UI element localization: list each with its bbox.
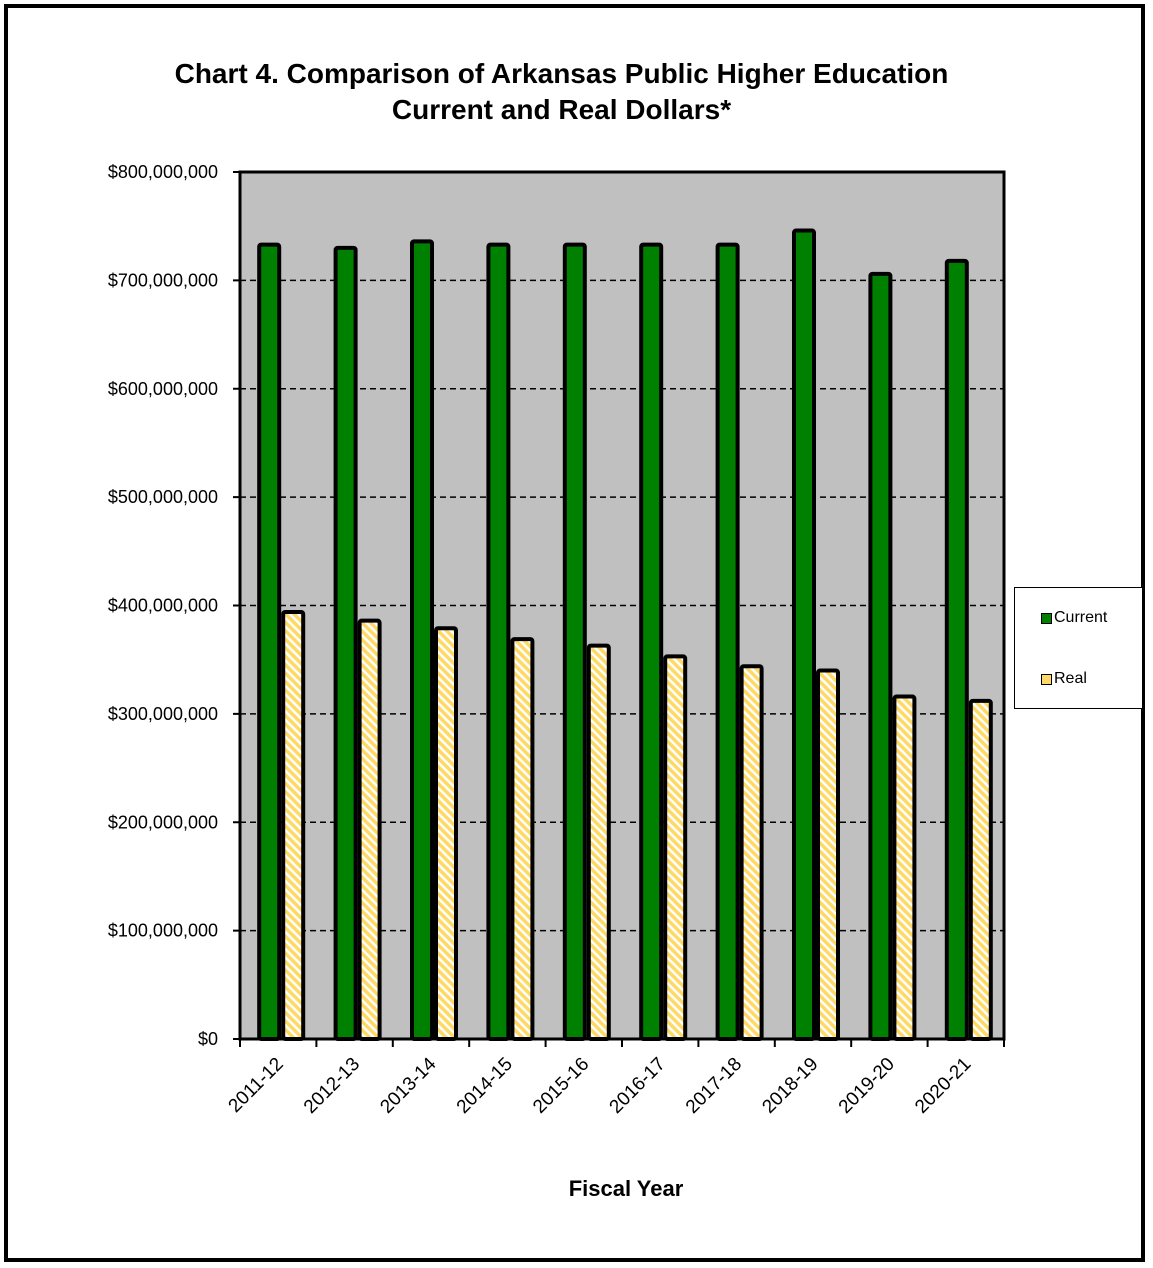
chart-title-line-2: Current and Real Dollars* — [391, 94, 732, 125]
bars — [257, 228, 993, 1042]
x-tick-label: 2017-18 — [682, 1054, 746, 1118]
x-tick-label: 2012-13 — [300, 1054, 364, 1118]
x-tick-label: 2016-17 — [606, 1054, 670, 1118]
bar-current — [944, 258, 969, 1041]
legend-label-real: Real — [1054, 670, 1087, 687]
x-tick-label: 2014-15 — [453, 1054, 517, 1118]
y-tick-label: $400,000,000 — [108, 596, 218, 616]
x-tick-label: 2015-16 — [529, 1054, 593, 1118]
bar-real — [816, 668, 840, 1042]
y-tick-label: $500,000,000 — [108, 487, 218, 507]
y-tick-label: $800,000,000 — [108, 162, 218, 182]
bar-real — [510, 637, 535, 1041]
y-tick-label: $0 — [198, 1029, 218, 1049]
bar-current — [410, 239, 434, 1042]
chart-title-line-1: Chart 4. Comparison of Arkansas Public H… — [174, 58, 949, 89]
bar-real — [434, 626, 458, 1041]
legend-swatch-current — [1041, 612, 1052, 624]
y-tick-label: $600,000,000 — [108, 379, 218, 399]
x-tick-label: 2011-12 — [225, 1054, 288, 1117]
x-tick-label: 2020-21 — [911, 1054, 975, 1118]
bar-current — [486, 242, 511, 1041]
y-tick-label: $200,000,000 — [108, 812, 218, 832]
y-tick-label: $700,000,000 — [108, 270, 218, 290]
bar-real — [357, 618, 382, 1041]
bar-real — [739, 664, 764, 1041]
bar-current — [639, 242, 664, 1041]
bar-current — [868, 271, 893, 1041]
bar-real — [586, 643, 611, 1041]
bar-real — [281, 610, 306, 1041]
chart-title: Chart 4. Comparison of Arkansas Public H… — [0, 56, 1123, 128]
x-tick-label: 2018-19 — [758, 1054, 822, 1118]
bar-current — [562, 242, 587, 1041]
y-axis: $0 $100,000,000 $200,000,000 $300,000,000 $4… — [108, 162, 240, 1049]
legend-swatch-real — [1041, 673, 1052, 685]
y-tick-label: $100,000,000 — [108, 921, 218, 941]
gridlines — [240, 279, 1004, 932]
x-tick-label: 2019-20 — [835, 1054, 899, 1118]
x-axis-title: Fiscal Year — [569, 1176, 684, 1201]
legend-label-current: Current — [1054, 609, 1108, 626]
bar-real — [663, 654, 688, 1042]
legend-item-current: Current — [1041, 608, 1107, 628]
bar-current — [792, 228, 816, 1041]
legend: Current Real — [1014, 587, 1143, 709]
bar-real — [892, 694, 917, 1041]
y-tick-label: $300,000,000 — [108, 704, 218, 724]
x-tick-label: 2013-14 — [376, 1053, 440, 1117]
bar-real — [968, 698, 993, 1041]
bar-current — [715, 242, 740, 1041]
x-axis: 2011-12 2012-13 2013-14 2014-15 2015-16 2016-… — [225, 1039, 1005, 1118]
bar-current — [257, 242, 282, 1041]
legend-item-real: Real — [1041, 669, 1087, 689]
bar-current — [333, 245, 358, 1042]
